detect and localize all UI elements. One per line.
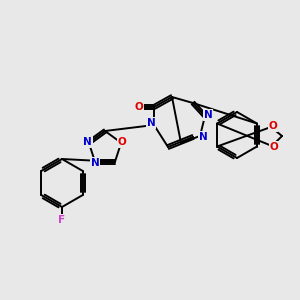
Text: N: N xyxy=(204,110,212,120)
Text: N: N xyxy=(147,118,155,128)
Text: N: N xyxy=(83,137,92,147)
Text: O: O xyxy=(268,121,278,131)
Text: O: O xyxy=(118,137,127,147)
Text: F: F xyxy=(58,215,66,225)
Text: O: O xyxy=(270,142,278,152)
Text: N: N xyxy=(199,132,207,142)
Text: O: O xyxy=(135,102,143,112)
Text: N: N xyxy=(91,158,99,168)
